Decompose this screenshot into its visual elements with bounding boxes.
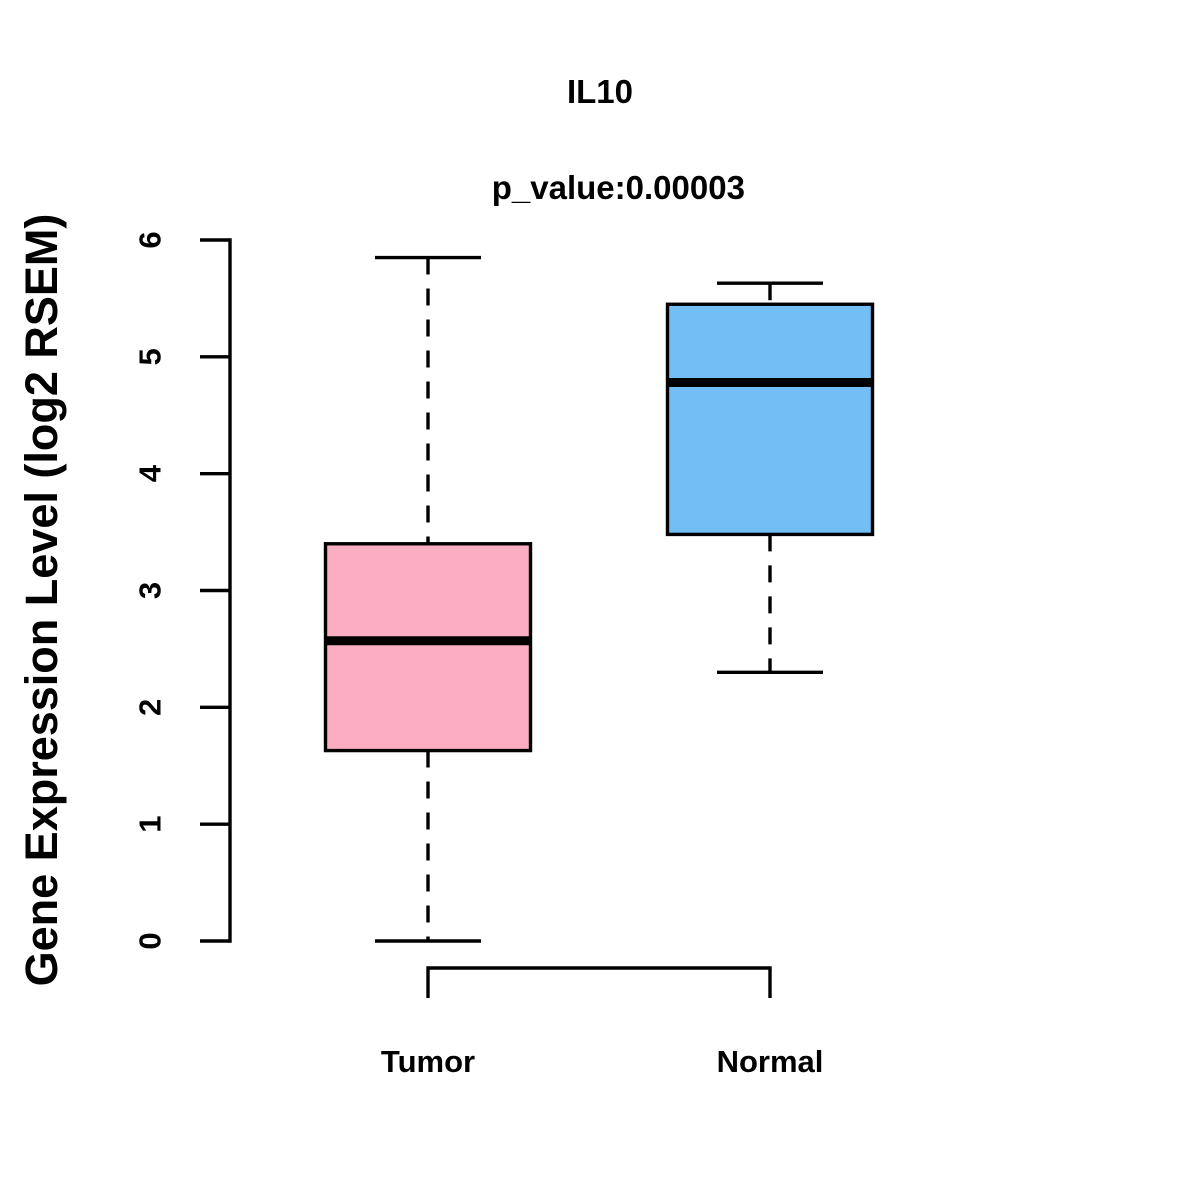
y-axis-tick-label: 1	[133, 816, 168, 833]
iqr-box-normal	[665, 302, 875, 537]
x-category-label-tumor: Tumor	[380, 1044, 476, 1079]
y-axis-tick-label: 4	[133, 464, 168, 482]
chart-title-block: IL10 p_value:0.00003	[0, 68, 1200, 260]
y-axis-tick-label: 2	[133, 699, 168, 716]
chart-subtitle: p_value:0.00003	[491, 169, 745, 206]
x-category-label-normal: Normal	[716, 1044, 824, 1079]
y-axis-tick-label: 5	[133, 348, 168, 365]
y-axis-tick-label: 3	[133, 582, 168, 599]
y-axis-tick-label: 6	[133, 231, 168, 248]
x-axis-bracket	[426, 966, 772, 998]
iqr-box-tumor	[323, 542, 533, 753]
y-axis-tick-label: 0	[133, 932, 168, 949]
chart-title: IL10	[566, 73, 634, 110]
